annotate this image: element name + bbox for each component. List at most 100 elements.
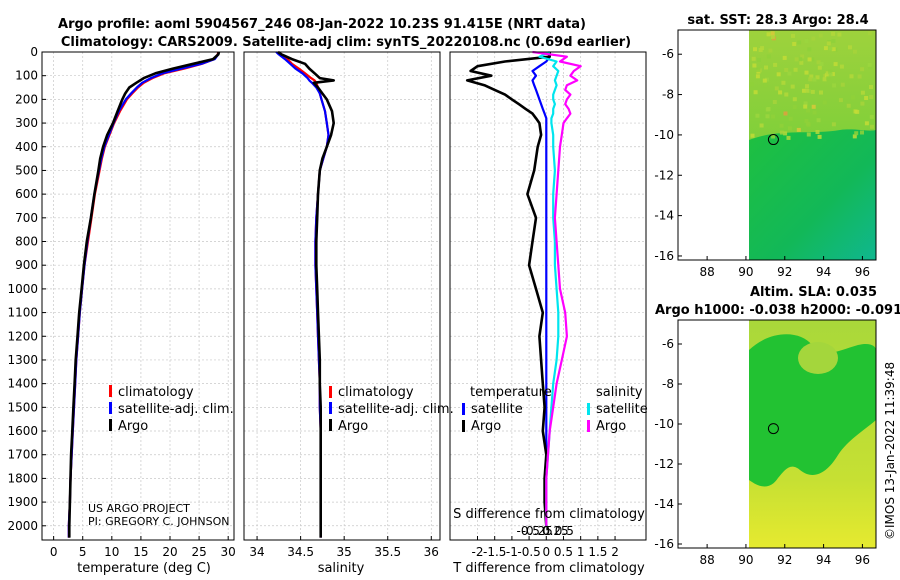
map-y-tick-label: -6	[662, 47, 674, 61]
sst-speckle-cell	[854, 131, 859, 136]
sst-speckle-cell	[823, 46, 828, 51]
sst-speckle-cell	[860, 67, 865, 72]
sst-speckle-cell	[800, 54, 805, 59]
sst-speckle-cell	[804, 70, 809, 75]
sst-speckle-cell	[869, 85, 873, 89]
map-y-tick-label: -8	[662, 88, 674, 102]
x-tick-label: 20	[162, 545, 177, 559]
y-tick-label: 1700	[7, 448, 38, 462]
depth-yticks: 0 100 200 300 400 500 600 700 800 900 1000 1100 1200…	[7, 45, 46, 533]
sst-map-title: sat. SST: 28.3 Argo: 28.4	[687, 13, 868, 28]
sst-speckle-cell	[857, 74, 862, 79]
sst-speckle-cell	[752, 63, 757, 68]
y-tick-label: 1300	[7, 353, 38, 367]
sst-speckle-cell	[860, 101, 865, 106]
sst-speckle-cell	[780, 85, 785, 90]
x-tick-label: 25	[191, 545, 206, 559]
x-tick-label: 1.5	[588, 545, 607, 559]
sst-speckle-cell	[778, 90, 783, 95]
y-tick-label: 1400	[7, 377, 38, 391]
x-tick-label: -1	[506, 545, 518, 559]
map-x-tick-label: 92	[777, 553, 792, 567]
temperature-xlabel: temperature (deg C)	[77, 561, 211, 576]
x-tick-label: 2	[611, 545, 619, 559]
sla-map-xticks: 88 90 92 94 96	[699, 544, 870, 567]
sst-speckle-cell	[825, 71, 830, 76]
sst-speckle-cell	[805, 84, 809, 89]
map-y-tick-label: -12	[654, 168, 674, 182]
sla-map-title: Altim. SLA: 0.035	[750, 285, 877, 300]
sst-speckle-cell	[819, 90, 823, 95]
legend-swatch-satellite	[109, 402, 112, 414]
temperature-axes	[41, 51, 235, 541]
sst-speckle-cell	[750, 133, 755, 138]
sst-speckle-cell	[792, 42, 797, 46]
sst-speckle-cell	[788, 116, 793, 121]
sst-speckle-cell	[764, 65, 768, 70]
y-tick-label: 400	[15, 140, 38, 154]
x-tick-label: -0.5	[517, 545, 540, 559]
legend-swatch-argo	[329, 419, 332, 431]
salinity-axes	[243, 51, 441, 541]
sla-map-yticks: -6 -8 -10 -12 -14 -16	[654, 337, 682, 551]
x-tick-label: 35	[337, 545, 352, 559]
sla-field-eddy	[798, 342, 838, 374]
sst-speckle-cell	[869, 114, 874, 119]
salinity-xlabel: salinity	[318, 561, 365, 576]
sst-speckle-cell	[811, 104, 816, 109]
x-tick-label: 30	[221, 545, 236, 559]
sst-speckle-cell	[851, 95, 855, 100]
sla-map-panel: Altim. SLA: 0.035 Argo h1000: -0.038 h20…	[654, 285, 900, 567]
sst-speckle-cell	[806, 108, 810, 113]
legend-swatch-s-satellite	[587, 403, 590, 415]
series-line-satellite-adj-clim-	[67, 51, 220, 538]
sst-speckle-cell	[817, 134, 822, 139]
sst-speckle-cell	[849, 74, 854, 79]
temperature-xticks: 0 5 10 15 20 25 30	[50, 536, 236, 559]
sst-speckle-cell	[831, 39, 836, 43]
sst-speckle-cell	[867, 31, 872, 36]
series-line-salinity-argo	[532, 50, 582, 526]
sst-speckle-cell	[784, 68, 789, 72]
legend-label-argo: Argo	[118, 419, 148, 434]
map-y-tick-label: -12	[654, 457, 674, 471]
sst-speckle-cell	[812, 77, 817, 82]
sst-speckle-cell	[832, 83, 837, 88]
credit-pi: PI: GREGORY C. JOHNSON	[88, 515, 229, 528]
sst-speckle-cell	[790, 84, 795, 89]
y-tick-label: 2000	[7, 519, 38, 533]
imos-watermark: ©IMOS 13-Jan-2022 11:39:48	[883, 362, 897, 540]
y-tick-label: 1800	[7, 471, 38, 485]
map-y-tick-label: -14	[654, 209, 674, 223]
y-tick-label: 200	[15, 92, 38, 106]
sst-speckle-cell	[751, 56, 756, 61]
s-tick-label: 0	[542, 524, 550, 538]
sst-speckle-cell	[772, 100, 777, 104]
sst-speckle-cell	[771, 114, 776, 119]
sst-speckle-cell	[765, 114, 770, 119]
legend-label-climatology: climatology	[118, 385, 194, 400]
sst-speckle-cell	[757, 58, 761, 62]
sst-speckle-cell	[810, 57, 815, 62]
difference-legend: temperature satellite Argo salinity sate…	[462, 385, 648, 434]
sst-speckle-cell	[802, 88, 806, 93]
legend-label-t-argo: Argo	[471, 419, 501, 434]
sst-speckle-cell	[833, 62, 838, 67]
figure-title-line1: Argo profile: aoml 5904567_246 08-Jan-20…	[58, 17, 586, 32]
sst-speckle-cell	[810, 89, 815, 94]
sst-speckle-cell	[815, 75, 820, 80]
y-tick-label: 500	[15, 163, 38, 177]
difference-axes	[449, 51, 647, 541]
sst-speckle-cell	[817, 65, 822, 70]
sst-speckle-cell	[819, 62, 824, 66]
sst-speckle-cell	[838, 98, 843, 103]
s-tick-label: 0.25	[542, 524, 569, 538]
sst-speckle-cell	[753, 90, 758, 95]
sst-speckle-cell	[811, 36, 816, 41]
t-difference-xlabel: T difference from climatology	[452, 561, 645, 576]
sst-speckle-cell	[808, 77, 813, 82]
s-tick-label: 0.5	[555, 524, 574, 538]
sst-speckle-cell	[807, 47, 812, 52]
sst-map-xticks: 88 90 92 94 96	[699, 256, 870, 279]
